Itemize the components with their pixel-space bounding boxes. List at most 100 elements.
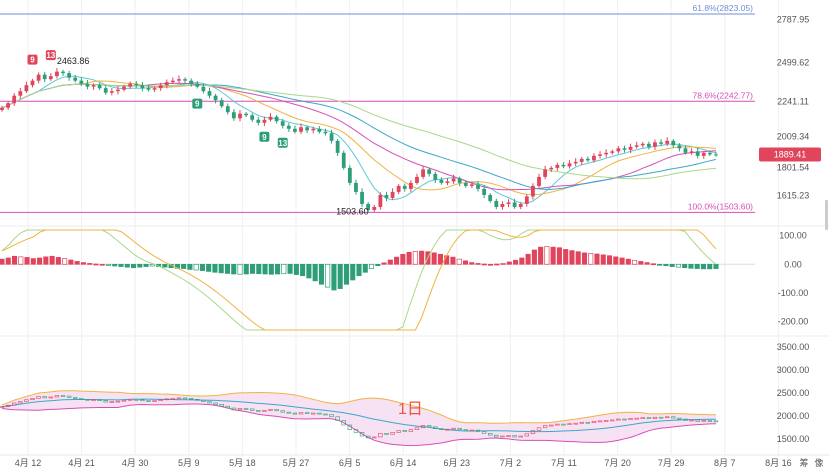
candle-body — [109, 91, 114, 93]
macd-bar — [306, 263, 312, 279]
candle-body — [402, 185, 407, 189]
macd-bar — [262, 263, 268, 275]
macd-bar — [55, 257, 61, 265]
date-tick-label: 6月 14 — [390, 458, 417, 468]
lower-candle — [610, 419, 615, 422]
candle-body — [463, 182, 468, 186]
lower-candle — [463, 429, 468, 431]
lower-candle — [707, 420, 713, 422]
macd-bar — [450, 256, 456, 265]
lower-candle — [549, 424, 554, 427]
lower-candle — [207, 401, 212, 404]
lower-candle — [0, 406, 5, 408]
macd-bar — [124, 263, 130, 268]
macd-bar — [18, 256, 24, 265]
macd-bar — [437, 253, 443, 265]
macd-line — [1, 229, 717, 331]
lower-candle — [18, 401, 23, 404]
date-tick-label: 5月 18 — [229, 458, 256, 468]
candle-body — [152, 88, 157, 90]
lower-candle — [420, 425, 426, 429]
bollinger-band-fill — [2, 390, 716, 446]
candle-body — [225, 106, 230, 113]
lower-candle — [268, 409, 273, 411]
macd-bar — [224, 263, 231, 274]
macd-bar — [406, 251, 412, 265]
candle-body — [433, 173, 438, 180]
macd-bar — [5, 257, 11, 265]
macd-bar — [343, 263, 350, 285]
macd-pane — [0, 229, 755, 331]
lower-candle — [140, 399, 145, 402]
ma-line — [1, 82, 717, 191]
lower-candle — [646, 417, 652, 419]
candle-body — [616, 148, 621, 152]
macd-bar — [657, 263, 663, 266]
candle-body — [671, 140, 676, 146]
lower-candle — [658, 416, 664, 419]
macd-bar — [713, 263, 719, 269]
macd-bar — [249, 263, 256, 274]
macd-bar — [193, 263, 199, 271]
macd-bar — [563, 249, 569, 265]
candle-body — [164, 82, 169, 86]
high-annotation: 2463.86 — [57, 56, 90, 66]
macd-bar — [318, 263, 324, 285]
macd-bar — [538, 246, 544, 265]
candle-body — [103, 88, 108, 93]
date-tick-label: 7月 20 — [604, 458, 631, 468]
candle-body — [195, 83, 200, 87]
candle-body — [286, 125, 291, 129]
td-marker-label: 13 — [46, 51, 55, 60]
candle-body — [372, 206, 377, 210]
lower-candle — [445, 428, 450, 431]
macd-bar — [469, 262, 475, 265]
grid-layer — [0, 0, 829, 456]
ma-line — [1, 83, 717, 190]
candle-body — [67, 73, 72, 78]
lower-candle — [36, 396, 41, 399]
candle-body — [384, 194, 389, 198]
macd-bar — [513, 259, 519, 265]
macd-bar — [331, 263, 337, 291]
macd-bar — [162, 263, 168, 268]
candle-body — [146, 88, 151, 90]
td-marker — [259, 131, 270, 142]
macd-bar — [130, 263, 137, 269]
lower-candle — [335, 416, 340, 421]
lower-tick-label: 3500.00 — [777, 342, 810, 352]
candle-body — [274, 116, 279, 122]
candle-body — [317, 128, 322, 132]
macd-bar — [475, 263, 481, 265]
lower-candle — [262, 410, 267, 412]
macd-bar — [187, 263, 193, 270]
lower-tick-label: 2500.00 — [777, 388, 810, 398]
fib-label: 78.6%(2242.77) — [693, 90, 754, 100]
candle-body — [659, 142, 663, 144]
macd-bar — [375, 263, 381, 267]
bollinger-mid — [1, 398, 716, 433]
lower-candle — [274, 409, 279, 412]
lower-candle — [652, 416, 658, 419]
macd-tick-label: 100.00 — [779, 231, 807, 241]
candle-body — [488, 194, 493, 201]
macd-bar — [462, 260, 469, 265]
macd-bar — [68, 259, 74, 265]
candle-body — [421, 169, 425, 177]
lower-candle — [469, 429, 475, 432]
lower-candle — [225, 405, 230, 409]
lower-candle — [384, 432, 389, 435]
macd-bar — [256, 263, 262, 275]
macd-bar — [700, 263, 707, 270]
lower-candle — [597, 420, 603, 423]
lower-candle — [713, 420, 719, 423]
lower-candle — [237, 408, 243, 411]
candle-body — [329, 133, 334, 141]
lower-candle — [304, 412, 310, 414]
macd-bar — [644, 262, 650, 265]
lower-candle — [567, 423, 572, 425]
candle-body — [408, 182, 413, 189]
candle-body — [634, 145, 639, 147]
lower-candle — [402, 430, 407, 432]
